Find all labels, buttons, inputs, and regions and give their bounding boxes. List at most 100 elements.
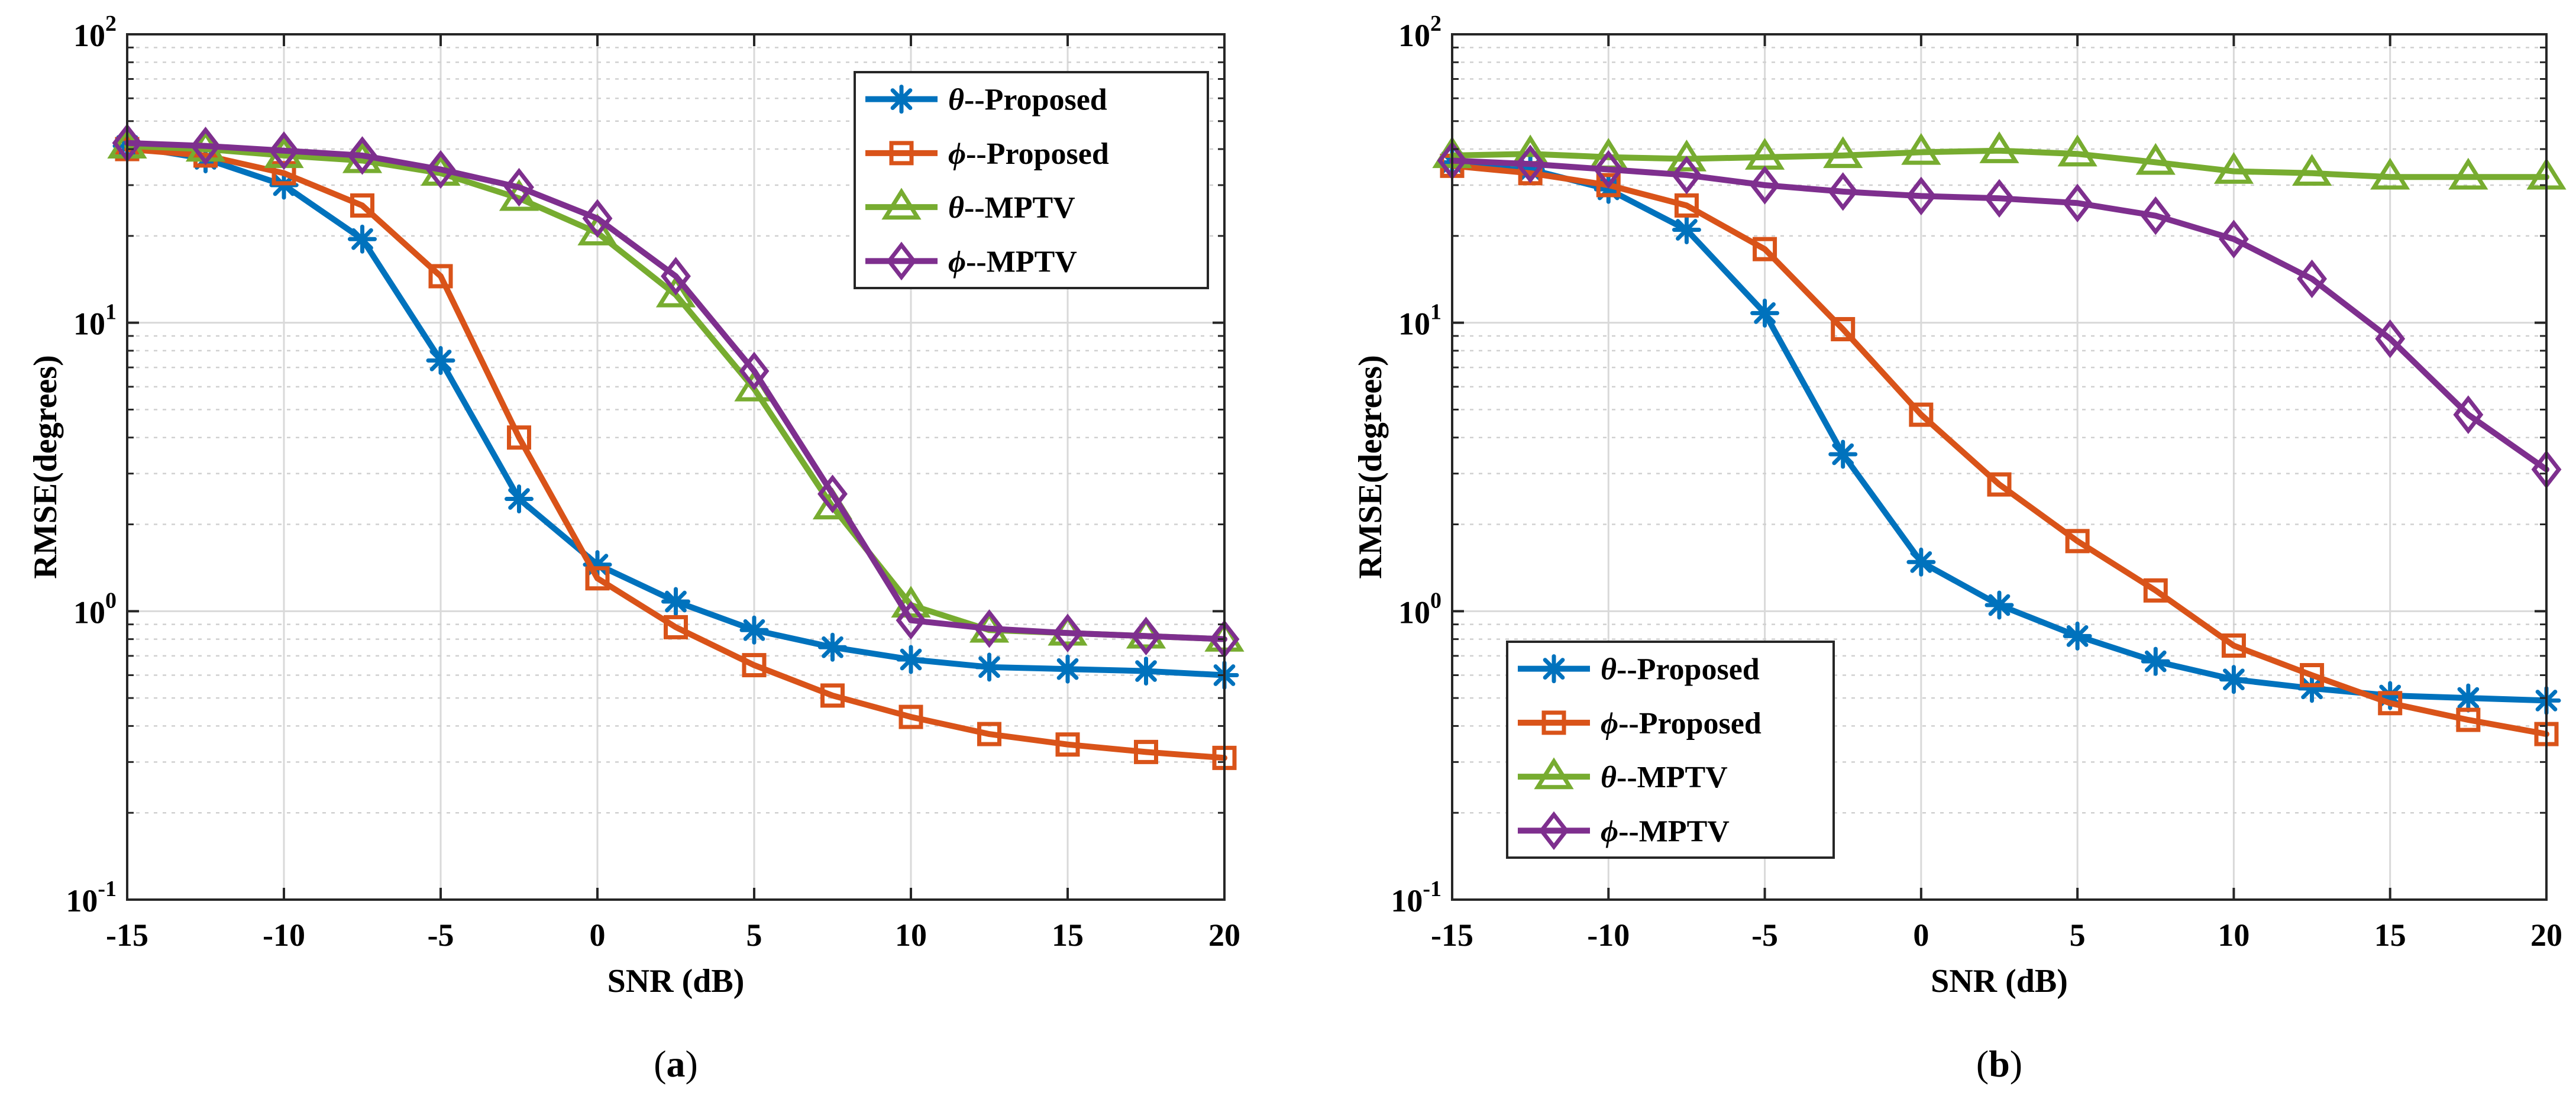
panel-a-y-tick-label: 10-1 bbox=[66, 877, 117, 919]
panel-a-series-3-point bbox=[974, 609, 1004, 648]
panel-b-series-3-marker bbox=[1593, 150, 1624, 189]
panel-b-y-axis-label: RMSE(degrees) bbox=[1352, 355, 1389, 578]
panel-a-series-1-marker bbox=[272, 161, 296, 186]
panel-b-series-3-marker bbox=[1906, 176, 1937, 216]
panel-b-legend-label: ϕ--MPTV bbox=[1601, 814, 1730, 848]
panel-b-series-1-point bbox=[1909, 402, 1934, 427]
panel-b-series-2-marker bbox=[2291, 154, 2332, 186]
panel-a-series-1-line bbox=[124, 146, 1227, 761]
panel-b-y-tick-label: 102 bbox=[1398, 11, 1441, 53]
panel-b-series-2-marker bbox=[1901, 132, 1941, 165]
panel-a-series-1-point bbox=[820, 683, 845, 708]
panel-a-x-tick-label: 10 bbox=[895, 917, 927, 953]
panel-a-series-0-marker-stroke bbox=[508, 488, 530, 510]
panel-b-series-1-marker bbox=[2143, 578, 2168, 603]
panel-a-legend-item: θ--MPTV bbox=[865, 187, 1075, 225]
panel-b-series-2-point bbox=[2213, 152, 2254, 184]
panel-a-series-3-marker bbox=[504, 167, 534, 207]
panel-b-series-2-point bbox=[2057, 134, 2097, 167]
panel-b-series-3-marker bbox=[2297, 259, 2328, 299]
panel-a-series-1-marker bbox=[350, 193, 374, 218]
panel-a-series-3-marker bbox=[582, 199, 613, 238]
panel-b-series-2-point bbox=[1901, 132, 1941, 165]
panel-a-series-2-marker bbox=[655, 275, 696, 308]
panel-b-series-3-marker bbox=[1828, 172, 1859, 211]
panel-a-series-3-marker bbox=[425, 150, 456, 189]
panel-b-series-3-point bbox=[1906, 176, 1937, 216]
panel-b-series-1-marker bbox=[1909, 402, 1934, 427]
panel-b-series-3-point bbox=[2218, 219, 2249, 258]
panel-b-series-0-marker-stroke bbox=[1832, 443, 1854, 465]
panel-b-x-tick-label: -5 bbox=[1751, 917, 1778, 953]
panel-b-x-tick-label: 0 bbox=[1913, 917, 1929, 953]
panel-a-legend-box bbox=[854, 71, 1209, 289]
panel-a-series-2-marker bbox=[577, 214, 618, 245]
panel-a-series-3-point bbox=[817, 474, 848, 513]
panel-a-axes-box bbox=[126, 33, 1226, 901]
panel-b-y-tick-label: 101 bbox=[1398, 300, 1441, 342]
panel-a-series-1-point bbox=[977, 722, 1001, 746]
panel-b-legend-label: θ--MPTV bbox=[1601, 761, 1728, 794]
panel-b-series-1-marker bbox=[2221, 633, 2246, 658]
panel-a-series-3-marker bbox=[1052, 613, 1083, 652]
panel-b-series-1-point bbox=[1596, 173, 1621, 198]
panel-b-series-1-point bbox=[2456, 707, 2481, 732]
panel-b-series-1-point bbox=[1987, 472, 2012, 497]
panel-a-series-0-point bbox=[661, 587, 690, 616]
panel-b-series-3-point bbox=[2297, 259, 2328, 299]
panel-a-x-axis-label: SNR (dB) bbox=[607, 963, 745, 1000]
panel-a-series-3-point bbox=[347, 136, 377, 175]
panel-b-series-1-point bbox=[1831, 317, 1856, 342]
panel-a-x-tick-label: 5 bbox=[746, 917, 762, 953]
panel-b-series-1-marker bbox=[1753, 237, 1777, 261]
panel-b-series-1-marker bbox=[1596, 173, 1621, 198]
panel-b-series-0-point bbox=[1750, 298, 1780, 328]
panel-a-series-3-point bbox=[269, 131, 299, 170]
panel-b-series-0-point bbox=[1984, 590, 2014, 620]
panel-a-series-3-marker bbox=[347, 136, 377, 175]
panel-a-series-3-marker bbox=[190, 127, 221, 166]
panel-a-series-1-point bbox=[428, 264, 453, 289]
panel-a-series-3-point bbox=[661, 257, 691, 296]
panel-a-series-0-point bbox=[505, 484, 534, 514]
panel-b-series-2-marker bbox=[1979, 131, 2019, 163]
panel-a-legend-label: ϕ--MPTV bbox=[948, 245, 1077, 279]
panel-b-series-2-marker bbox=[1823, 136, 1863, 169]
panel-b-series-1-marker bbox=[2378, 691, 2403, 716]
panel-a-series-0-marker-stroke bbox=[978, 656, 1000, 678]
panel-b-series-3-point bbox=[2453, 395, 2484, 434]
panel-b-series-2-marker bbox=[1666, 139, 1707, 172]
panel-b-series-2-point bbox=[1979, 131, 2019, 163]
panel-a-y-tick-label: 102 bbox=[73, 11, 117, 53]
panel-a-series-0-point bbox=[1132, 657, 1161, 686]
panel-a-series-1-point bbox=[1134, 739, 1158, 764]
panel-a-series-3-point bbox=[1052, 613, 1083, 652]
panel-b-series-1-point bbox=[1674, 193, 1699, 218]
panel-a-series-0-marker-stroke bbox=[351, 228, 373, 250]
panel-b-series-0-point bbox=[2141, 646, 2170, 676]
panel-b-series-3-point bbox=[1984, 179, 2015, 218]
panel-b-series-0-marker-stroke bbox=[2457, 687, 2480, 709]
panel-b-series-0-point bbox=[2219, 665, 2248, 694]
panel-a-series-0-marker-stroke bbox=[900, 648, 922, 671]
panel-b-series-0-point bbox=[1906, 547, 1936, 577]
panel-b-series-1-marker bbox=[2065, 529, 2090, 554]
panel-a-y-tick-label: 101 bbox=[73, 300, 117, 342]
panel-b-series-2-point bbox=[1823, 136, 1863, 169]
panel-b-y-tick-label: 100 bbox=[1398, 588, 1441, 630]
panel-b-series-2-point bbox=[1666, 139, 1707, 172]
panel-b-legend-marker-stroke bbox=[1543, 658, 1565, 680]
panel-b-series-0-marker-stroke bbox=[1910, 551, 1932, 573]
panel-b-x-axis-label: SNR (dB) bbox=[1931, 963, 2068, 1000]
panel-a-series-3-point bbox=[739, 351, 770, 391]
panel-b-series-2-point bbox=[2370, 157, 2410, 190]
panel-a-series-0-marker-stroke bbox=[1135, 660, 1157, 682]
panel-b-legend-item: ϕ--Proposed bbox=[1518, 707, 1761, 741]
panel-a-caption: (a) bbox=[654, 1043, 698, 1085]
panel-b-series-3-point bbox=[2375, 319, 2406, 358]
panel-a-legend-item: ϕ--MPTV bbox=[865, 241, 1077, 281]
panel-a-series-3 bbox=[112, 124, 1240, 659]
panel-a-series-0-marker-stroke bbox=[665, 590, 687, 613]
panel-b-series-2-point bbox=[2135, 143, 2176, 175]
panel-b-series-0-marker-stroke bbox=[2301, 677, 2323, 700]
